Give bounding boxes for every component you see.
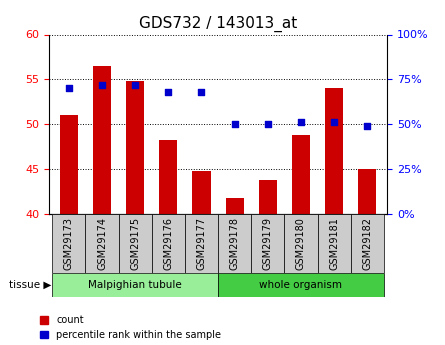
Text: tissue ▶: tissue ▶ [9,280,51,289]
Bar [152,214,185,273]
Text: Malpighian tubule: Malpighian tubule [88,280,182,289]
Text: whole organism: whole organism [259,280,343,289]
Bar [284,214,318,273]
Text: GSM29178: GSM29178 [230,217,239,270]
Bar [226,198,244,214]
Bar [52,214,85,273]
Point [264,121,271,127]
Bar [118,214,152,273]
Point [98,82,105,88]
Point [132,82,139,88]
Bar [292,135,310,214]
Bar [218,273,384,297]
Title: GDS732 / 143013_at: GDS732 / 143013_at [139,16,297,32]
Point [165,89,172,95]
Bar [60,115,78,214]
Bar [192,171,210,214]
Bar [251,214,284,273]
Point [364,123,371,129]
Bar [52,273,218,297]
Point [198,89,205,95]
Bar [218,214,251,273]
Text: GSM29177: GSM29177 [197,217,206,270]
Bar [259,180,277,214]
Bar [85,214,118,273]
Point [65,86,73,91]
Point [331,120,338,125]
Text: GSM29180: GSM29180 [296,217,306,270]
Bar [126,81,144,214]
Legend: count, percentile rank within the sample: count, percentile rank within the sample [40,315,221,340]
Point [231,121,238,127]
Text: GSM29173: GSM29173 [64,217,74,270]
Bar [159,140,178,214]
Bar [93,66,111,214]
Text: GSM29174: GSM29174 [97,217,107,270]
Bar [318,214,351,273]
Bar [185,214,218,273]
Text: GSM29182: GSM29182 [362,217,372,270]
Text: GSM29181: GSM29181 [329,217,339,270]
Bar [351,214,384,273]
Bar [325,88,343,214]
Text: GSM29175: GSM29175 [130,217,140,270]
Point [297,120,304,125]
Text: GSM29179: GSM29179 [263,217,273,270]
Text: GSM29176: GSM29176 [163,217,173,270]
Bar [358,169,376,214]
